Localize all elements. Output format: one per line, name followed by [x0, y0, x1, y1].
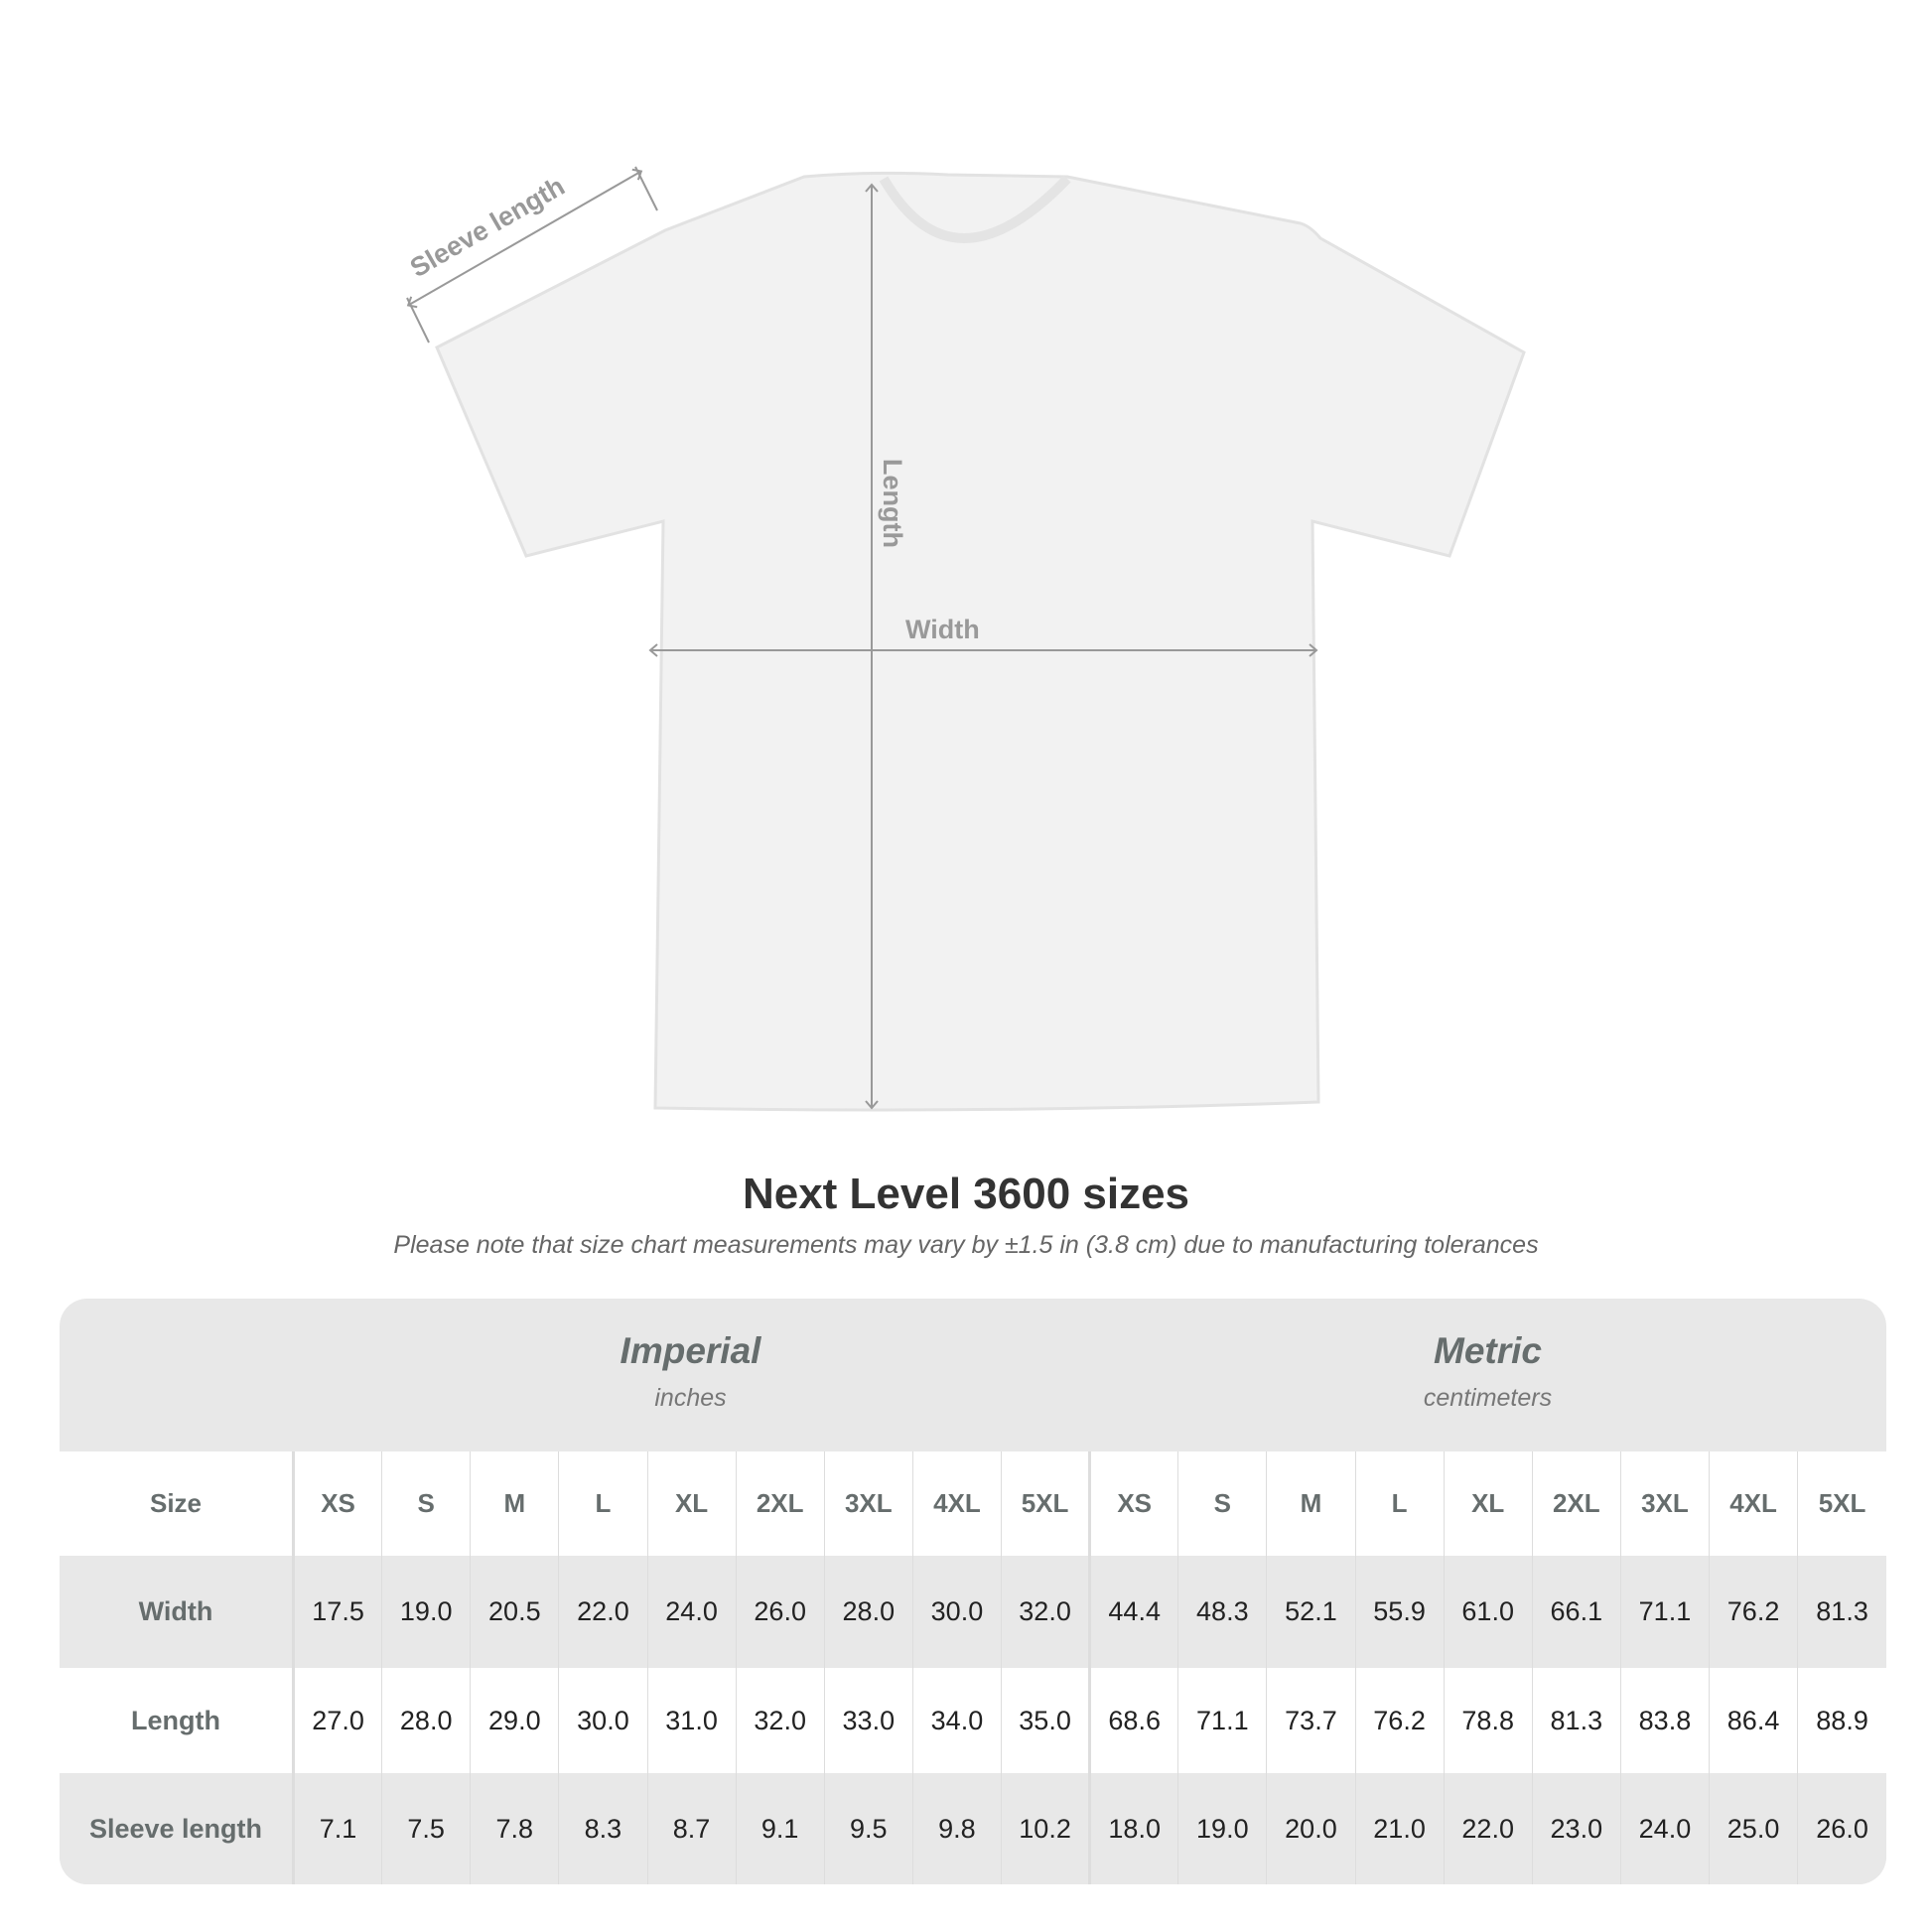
imperial-cell: 7.5 — [381, 1773, 471, 1884]
metric-cell: 55.9 — [1354, 1556, 1445, 1668]
metric-cell: 21.0 — [1354, 1773, 1445, 1884]
imperial-header: Imperial inches — [292, 1299, 1089, 1451]
metric-cell: 23.0 — [1531, 1773, 1621, 1884]
metric-cell: 26.0 — [1797, 1773, 1886, 1884]
imperial-cell: 3XL — [823, 1451, 913, 1556]
imperial-cell: 22.0 — [558, 1556, 647, 1668]
metric-cell: 71.1 — [1177, 1668, 1267, 1773]
imperial-cell: XS — [292, 1451, 382, 1556]
imperial-cell: 2XL — [735, 1451, 825, 1556]
metric-cell: M — [1266, 1451, 1355, 1556]
metric-cell: 78.8 — [1443, 1668, 1533, 1773]
width-label: Width — [905, 615, 980, 644]
imperial-cell: 33.0 — [823, 1668, 913, 1773]
imperial-cell: 20.5 — [470, 1556, 559, 1668]
imperial-title: Imperial — [620, 1330, 761, 1371]
metric-cell: 68.6 — [1088, 1668, 1178, 1773]
table-row: Width 17.5 19.0 20.5 22.0 24.0 26.0 28.0 30.0 32.… — [60, 1556, 1886, 1668]
metric-cell: 71.1 — [1619, 1556, 1710, 1668]
imperial-cell: 30.0 — [911, 1556, 1002, 1668]
metric-cell: 25.0 — [1708, 1773, 1798, 1884]
size-grid: Size XS S M L XL 2XL 3XL 4XL 5XL XS S M L XL 2XL 3XL 4XL 5… — [60, 1451, 1886, 1884]
metric-cell: 5XL — [1797, 1451, 1886, 1556]
tshirt-collar — [879, 175, 1071, 243]
imperial-unit: inches — [654, 1384, 727, 1412]
metric-cell: S — [1177, 1451, 1267, 1556]
row-label: Length — [60, 1668, 295, 1773]
metric-cell: 20.0 — [1266, 1773, 1355, 1884]
imperial-cell: 9.1 — [735, 1773, 825, 1884]
metric-header: Metric centimeters — [1089, 1299, 1886, 1451]
imperial-cell: 32.0 — [735, 1668, 825, 1773]
metric-cell: 66.1 — [1531, 1556, 1621, 1668]
imperial-cell: 30.0 — [558, 1668, 647, 1773]
imperial-cell: 9.5 — [823, 1773, 913, 1884]
length-label: Length — [878, 459, 907, 548]
imperial-cell: 7.1 — [292, 1773, 382, 1884]
metric-cell: 19.0 — [1177, 1773, 1267, 1884]
imperial-cell: 19.0 — [381, 1556, 471, 1668]
metric-cell: 76.2 — [1354, 1668, 1445, 1773]
metric-cell: 22.0 — [1443, 1773, 1533, 1884]
metric-cell: 81.3 — [1797, 1556, 1886, 1668]
page-title: Next Level 3600 sizes — [742, 1170, 1190, 1218]
metric-cell: 48.3 — [1177, 1556, 1267, 1668]
imperial-cell: 17.5 — [292, 1556, 382, 1668]
metric-cell: 88.9 — [1797, 1668, 1886, 1773]
imperial-cell: XL — [646, 1451, 737, 1556]
metric-cell: 3XL — [1619, 1451, 1710, 1556]
row-label: Size — [60, 1451, 295, 1556]
imperial-cell: 9.8 — [911, 1773, 1002, 1884]
tolerance-note: Please note that size chart measurements… — [393, 1231, 1539, 1259]
metric-cell: 83.8 — [1619, 1668, 1710, 1773]
imperial-cell: 8.3 — [558, 1773, 647, 1884]
table-row: Size XS S M L XL 2XL 3XL 4XL 5XL XS S M L XL 2XL 3XL 4XL 5… — [60, 1451, 1886, 1556]
metric-cell: 18.0 — [1088, 1773, 1178, 1884]
imperial-cell: 24.0 — [646, 1556, 737, 1668]
size-table: Imperial inches Metric centimeters Size X… — [60, 1299, 1886, 1884]
tshirt-diagram: Sleeve length Length Width — [405, 166, 1526, 1112]
metric-cell: XL — [1443, 1451, 1533, 1556]
metric-cell: 52.1 — [1266, 1556, 1355, 1668]
imperial-cell: S — [381, 1451, 471, 1556]
sleeve-arrow — [406, 168, 643, 309]
imperial-cell: 31.0 — [646, 1668, 737, 1773]
row-label: Sleeve length — [60, 1773, 295, 1884]
metric-cell: 76.2 — [1708, 1556, 1798, 1668]
imperial-cell: 27.0 — [292, 1668, 382, 1773]
imperial-cell: 4XL — [911, 1451, 1002, 1556]
metric-cell: 81.3 — [1531, 1668, 1621, 1773]
imperial-cell: 34.0 — [911, 1668, 1002, 1773]
imperial-cell: L — [558, 1451, 647, 1556]
imperial-cell: 35.0 — [1000, 1668, 1090, 1773]
imperial-cell: 28.0 — [381, 1668, 471, 1773]
imperial-cell: 32.0 — [1000, 1556, 1090, 1668]
imperial-cell: 28.0 — [823, 1556, 913, 1668]
imperial-cell: M — [470, 1451, 559, 1556]
row-label: Width — [60, 1556, 295, 1668]
metric-unit: centimeters — [1423, 1384, 1553, 1412]
metric-cell: XS — [1088, 1451, 1178, 1556]
metric-cell: L — [1354, 1451, 1445, 1556]
metric-cell: 4XL — [1708, 1451, 1798, 1556]
tshirt-shape — [435, 171, 1526, 1112]
metric-cell: 2XL — [1531, 1451, 1621, 1556]
imperial-cell: 29.0 — [470, 1668, 559, 1773]
metric-cell: 73.7 — [1266, 1668, 1355, 1773]
table-row: Length 27.0 28.0 29.0 30.0 31.0 32.0 33.0 34.0 35… — [60, 1668, 1886, 1773]
imperial-cell: 5XL — [1000, 1451, 1090, 1556]
metric-cell: 44.4 — [1088, 1556, 1178, 1668]
imperial-cell: 8.7 — [646, 1773, 737, 1884]
metric-cell: 61.0 — [1443, 1556, 1533, 1668]
imperial-cell: 26.0 — [735, 1556, 825, 1668]
metric-cell: 24.0 — [1619, 1773, 1710, 1884]
imperial-cell: 7.8 — [470, 1773, 559, 1884]
table-row: Sleeve length 7.1 7.5 7.8 8.3 8.7 9.1 9.5 9.8 10.… — [60, 1773, 1886, 1884]
imperial-cell: 10.2 — [1000, 1773, 1090, 1884]
metric-title: Metric — [1434, 1330, 1542, 1371]
metric-cell: 86.4 — [1708, 1668, 1798, 1773]
